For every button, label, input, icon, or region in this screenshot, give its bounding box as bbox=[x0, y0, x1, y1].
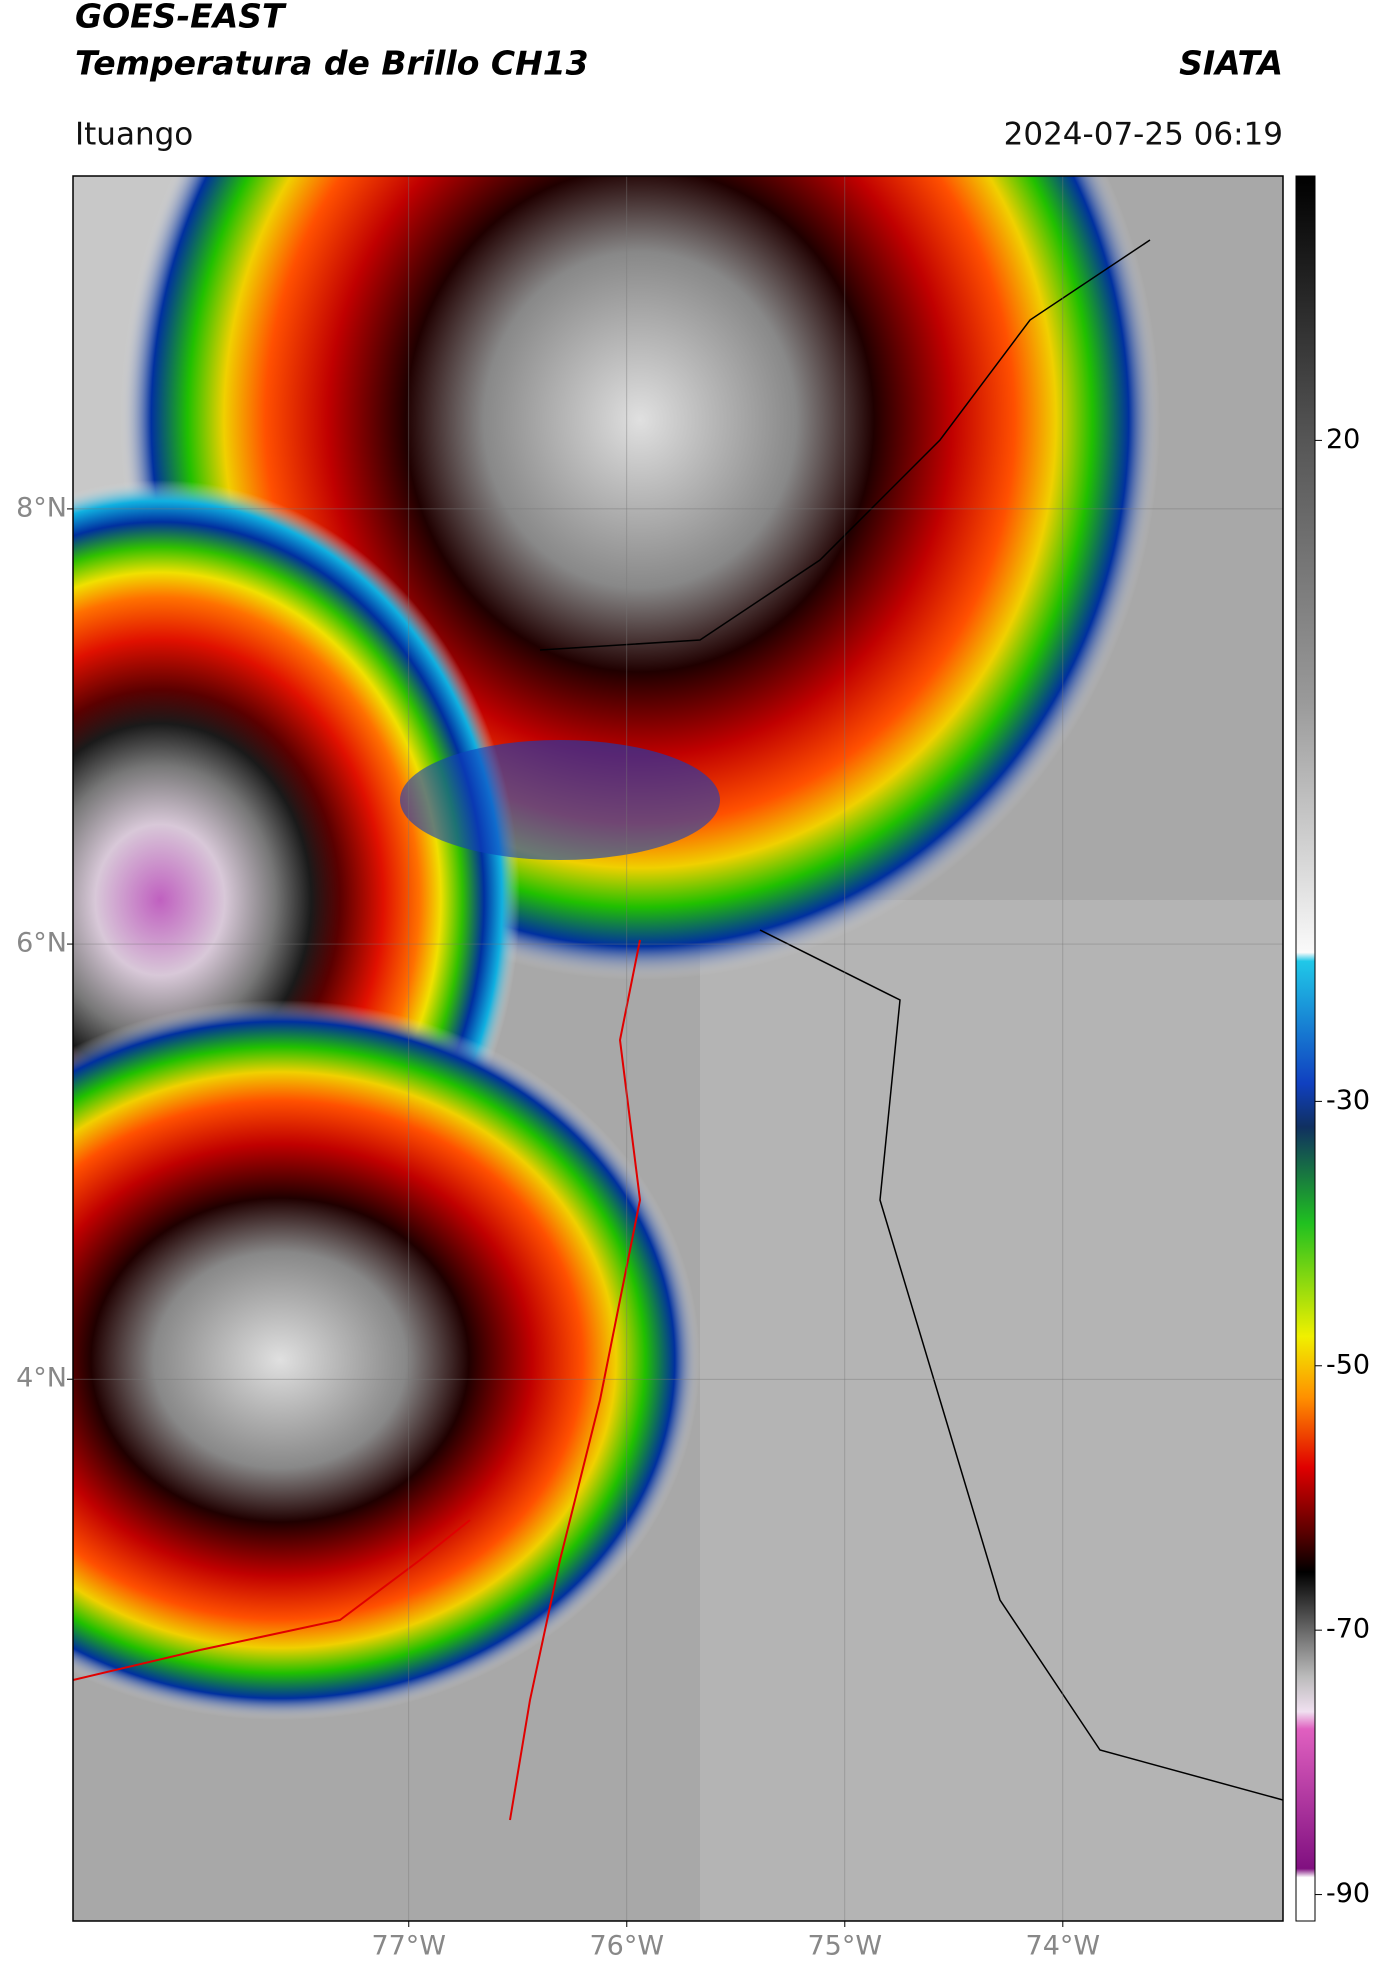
y-tick-label: 4°N bbox=[16, 1363, 67, 1394]
region: Ituango bbox=[75, 117, 193, 153]
datetime: 2024-07-25 06:19 bbox=[1004, 117, 1283, 153]
product: Temperatura de Brillo CH13 bbox=[75, 44, 589, 83]
x-tick-label: 74°W bbox=[1026, 1931, 1101, 1962]
grid bbox=[73, 176, 1283, 1921]
colorbar-tick-label: -30 bbox=[1326, 1085, 1370, 1116]
agency: SIATA bbox=[1179, 44, 1283, 83]
colorbar-tick-label: -70 bbox=[1326, 1614, 1370, 1645]
satellite: GOES-EAST bbox=[75, 0, 287, 36]
x-tick-label: 75°W bbox=[808, 1931, 883, 1962]
y-tick-label: 8°N bbox=[16, 492, 67, 523]
map-frame bbox=[72, 175, 1284, 1922]
colorbar-tick-label: -50 bbox=[1326, 1349, 1370, 1380]
y-tick-label: 6°N bbox=[16, 928, 67, 959]
x-tick-label: 77°W bbox=[371, 1931, 446, 1962]
colorbar-tick-label: 20 bbox=[1326, 424, 1360, 455]
satellite-image bbox=[73, 176, 1283, 1921]
x-tick-label: 76°W bbox=[589, 1931, 664, 1962]
colorbar bbox=[1295, 175, 1316, 1922]
colorbar-tick-label: -90 bbox=[1326, 1878, 1370, 1909]
